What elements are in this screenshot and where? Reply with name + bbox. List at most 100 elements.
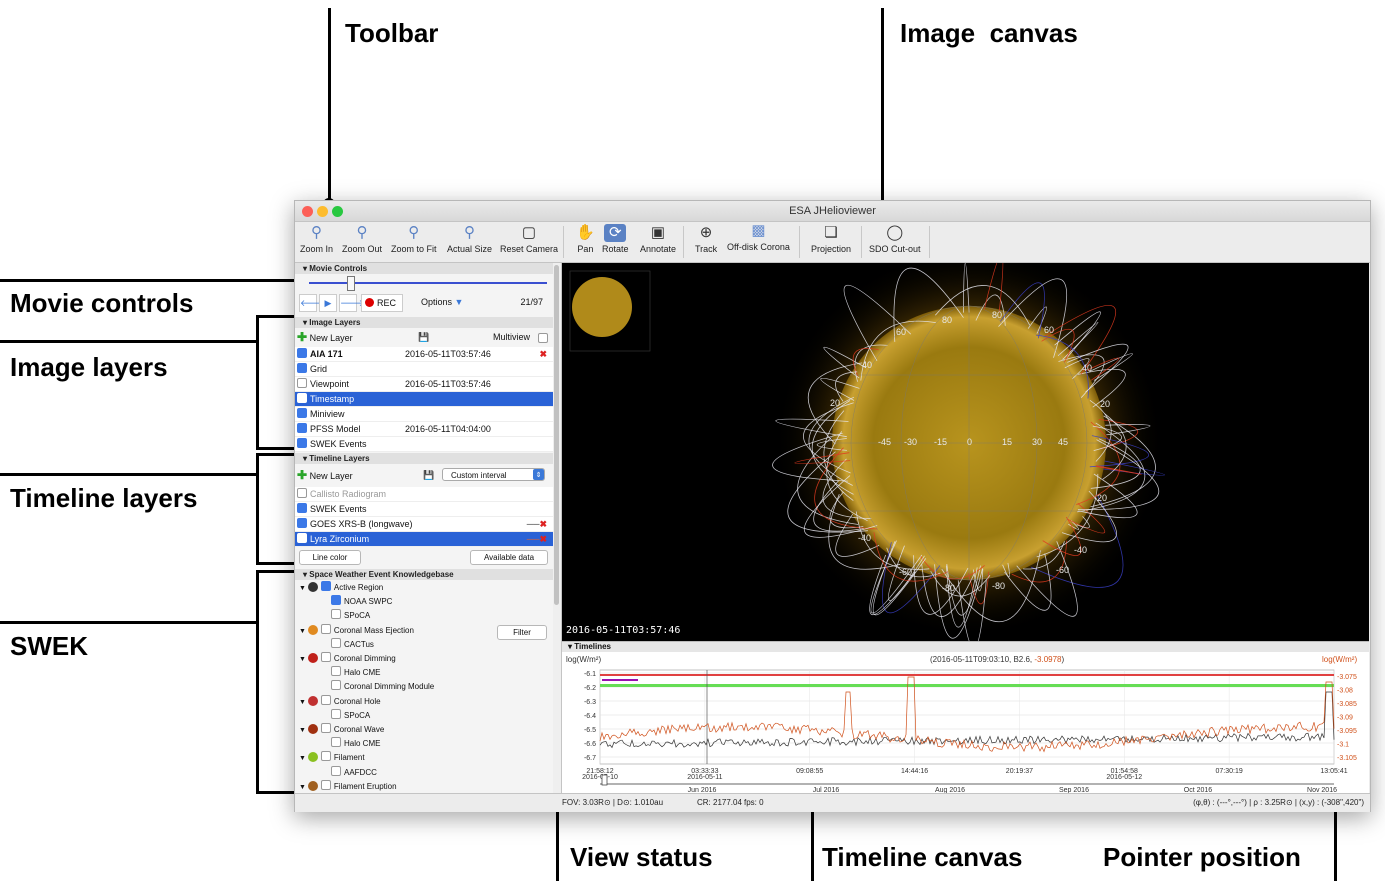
new-timeline-layer-button[interactable]: ✚ New Layer xyxy=(297,465,353,486)
layer-checkbox[interactable] xyxy=(297,503,307,513)
swek-event-type[interactable]: ▼ Coronal Hole xyxy=(295,694,553,709)
swek-checkbox[interactable] xyxy=(320,723,331,733)
play-button[interactable]: ▶ xyxy=(319,294,337,312)
image-layer-row[interactable]: Grid xyxy=(295,362,553,377)
timeline-layer-row[interactable]: Lyra Zirconium ──✖ xyxy=(295,532,553,547)
image-layers-header[interactable]: ▾ Image Layers xyxy=(295,317,553,328)
close-window-button[interactable] xyxy=(302,206,313,217)
previous-frame-button[interactable]: 🡐 xyxy=(299,294,324,312)
next-frame-button[interactable]: 🡒 xyxy=(339,294,364,312)
timeline-layer-row[interactable]: GOES XRS-B (longwave) ──✖ xyxy=(295,517,553,532)
layer-checkbox[interactable] xyxy=(297,378,307,388)
projection-button[interactable]: ❏ Projection xyxy=(811,224,851,254)
layer-checkbox[interactable] xyxy=(297,518,307,528)
image-layer-row[interactable]: Viewpoint 2016-05-11T03:57:46 xyxy=(295,377,553,392)
actual-size-button[interactable]: ⚲ Actual Size xyxy=(447,224,492,254)
multiview-checkbox[interactable] xyxy=(538,333,548,343)
disclosure-triangle-icon[interactable]: ▼ xyxy=(299,783,308,791)
layer-checkbox[interactable] xyxy=(297,348,307,358)
image-canvas[interactable]: 80 80 60 60 40 40 20 20 -45 -30 -15 0 15 30 45 -20 -40 -4… xyxy=(562,263,1369,641)
download-icon[interactable]: 💾 xyxy=(418,332,430,342)
swek-checkbox[interactable] xyxy=(331,680,341,691)
disclosure-triangle-icon[interactable]: ▼ xyxy=(299,755,308,763)
movie-slider-handle[interactable] xyxy=(347,276,355,291)
new-image-layer-button[interactable]: ✚ New Layer xyxy=(297,329,353,347)
swek-event-source[interactable]: Halo CME xyxy=(295,737,553,751)
timelines-header[interactable]: ▾ Timelines xyxy=(562,642,1369,652)
interval-select[interactable]: Custom interval ⇕ xyxy=(442,468,545,481)
movie-controls-header[interactable]: ▾ Movie Controls xyxy=(295,263,553,274)
swek-event-source[interactable]: AAFDCC xyxy=(295,765,553,780)
swek-checkbox[interactable] xyxy=(331,609,341,620)
zoom-in-button[interactable]: ⚲ Zoom In xyxy=(300,224,333,254)
layer-checkbox[interactable] xyxy=(297,438,307,448)
swek-event-source[interactable]: Halo CME xyxy=(295,666,553,680)
swek-event-source[interactable]: CACTus xyxy=(295,637,553,652)
layer-checkbox[interactable] xyxy=(297,393,307,403)
swek-event-source[interactable]: SPoCA xyxy=(295,609,553,623)
swek-event-type[interactable]: ▼ Active Region xyxy=(295,581,553,595)
swek-checkbox[interactable] xyxy=(331,666,341,677)
swek-event-type[interactable]: ▼ Coronal Dimming xyxy=(295,652,553,666)
scrollbar-thumb[interactable] xyxy=(554,265,559,605)
reset-camera-button[interactable]: ▢ Reset Camera xyxy=(500,224,558,254)
swek-checkbox[interactable] xyxy=(320,581,331,591)
swek-event-type[interactable]: ▼ Coronal Wave xyxy=(295,723,553,737)
timeline-canvas[interactable]: log(W/m²) log(W/m²) (2016-05-11T09:03:10, … xyxy=(562,652,1369,794)
rotate-button[interactable]: ⟳ Rotate xyxy=(602,224,629,254)
disclosure-triangle-icon[interactable]: ▼ xyxy=(299,585,308,592)
swek-checkbox[interactable] xyxy=(331,737,341,748)
swek-checkbox[interactable] xyxy=(320,652,331,662)
line-color-button[interactable]: Line color xyxy=(299,550,361,565)
image-layer-row[interactable]: SWEK Events xyxy=(295,437,553,452)
timeline-layer-row[interactable]: Callisto Radiogram xyxy=(295,487,553,502)
swek-checkbox[interactable] xyxy=(331,637,341,648)
swek-event-source[interactable]: NOAA SWPC xyxy=(295,595,553,609)
remove-layer-icon[interactable]: ✖ xyxy=(539,349,547,359)
swek-checkbox[interactable] xyxy=(331,595,341,606)
remove-layer-icon[interactable]: ──✖ xyxy=(526,519,547,529)
swek-event-source[interactable]: SPoCA xyxy=(295,708,553,723)
zoom-out-button[interactable]: ⚲ Zoom Out xyxy=(342,224,382,254)
layer-checkbox[interactable] xyxy=(297,423,307,433)
record-button[interactable]: REC xyxy=(361,294,403,312)
swek-event-type[interactable]: ▼ Filament Eruption xyxy=(295,779,553,793)
remove-layer-icon[interactable]: ──✖ xyxy=(526,534,547,544)
track-button[interactable]: ⊕ Track xyxy=(695,224,717,254)
disclosure-triangle-icon[interactable]: ▼ xyxy=(299,627,308,635)
sidebar-scrollbar[interactable] xyxy=(553,263,562,793)
swek-event-type[interactable]: ▼ Filament xyxy=(295,751,553,765)
swek-event-source[interactable]: Coronal Dimming Module xyxy=(295,680,553,694)
download-icon[interactable]: 💾 xyxy=(423,470,435,480)
image-layer-row[interactable]: AIA 171 2016-05-11T03:57:46 ✖ xyxy=(295,347,553,362)
off-disk-corona-button[interactable]: ▩ Off-disk Corona xyxy=(727,222,790,252)
disclosure-triangle-icon[interactable]: ▼ xyxy=(299,727,308,734)
timeline-layers-header[interactable]: ▾ Timeline Layers xyxy=(295,453,553,464)
available-data-button[interactable]: Available data xyxy=(470,550,548,565)
disclosure-triangle-icon[interactable]: ▼ xyxy=(299,698,308,706)
filter-button[interactable]: Filter xyxy=(497,625,547,640)
sun-image[interactable]: 80 80 60 60 40 40 20 20 -45 -30 -15 0 15 30 45 -20 -40 -4… xyxy=(562,263,1369,641)
swek-checkbox[interactable] xyxy=(331,765,341,776)
sdo-cutout-button[interactable]: ◯ SDO Cut-out xyxy=(869,224,921,254)
swek-checkbox[interactable] xyxy=(320,623,331,634)
swek-header[interactable]: ▾ Space Weather Event Knowledgebase xyxy=(295,569,553,580)
annotate-button[interactable]: ▣ Annotate xyxy=(640,224,676,254)
zoom-window-button[interactable] xyxy=(332,206,343,217)
minimize-window-button[interactable] xyxy=(317,206,328,217)
image-layer-row[interactable]: Timestamp xyxy=(295,392,553,407)
layer-checkbox[interactable] xyxy=(297,408,307,418)
swek-checkbox[interactable] xyxy=(320,751,331,762)
image-layer-row[interactable]: PFSS Model 2016-05-11T04:04:00 xyxy=(295,422,553,437)
timeline-layer-row[interactable]: SWEK Events xyxy=(295,502,553,517)
swek-checkbox[interactable] xyxy=(331,708,341,719)
image-layer-row[interactable]: Miniview xyxy=(295,407,553,422)
disclosure-triangle-icon[interactable]: ▼ xyxy=(299,656,308,663)
layer-checkbox[interactable] xyxy=(297,488,307,498)
pan-button[interactable]: ✋ Pan xyxy=(576,224,595,254)
layer-checkbox[interactable] xyxy=(297,363,307,373)
zoom-to-fit-button[interactable]: ⚲ Zoom to Fit xyxy=(391,224,437,254)
swek-event-type[interactable]: ▼ Coronal Mass Ejection xyxy=(295,623,553,638)
options-button[interactable]: Options ▼ xyxy=(421,294,463,310)
swek-checkbox[interactable] xyxy=(320,779,331,790)
